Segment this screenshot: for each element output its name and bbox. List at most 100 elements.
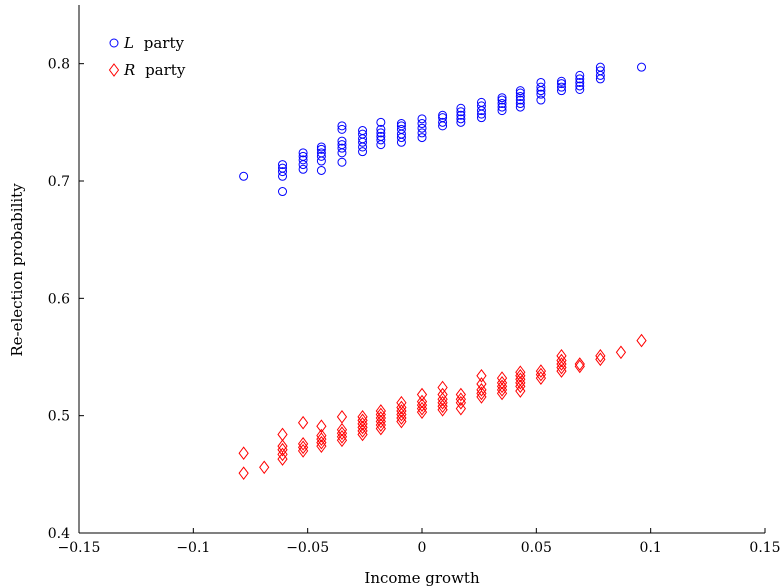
data-point-r-party — [515, 365, 526, 380]
data-point-l-party — [278, 167, 288, 177]
legend-label-r-party: R party — [123, 61, 186, 79]
data-point-r-party — [595, 352, 606, 367]
x-tick-label: 0.1 — [640, 540, 662, 556]
data-point-l-party — [337, 124, 347, 134]
data-point-r-party — [238, 446, 249, 461]
data-point-l-party — [376, 124, 386, 134]
data-point-r-party — [595, 348, 606, 363]
data-point-l-party — [316, 142, 326, 152]
data-point-r-party — [556, 348, 567, 363]
x-tick-label: 0.15 — [749, 540, 780, 556]
data-point-l-party — [536, 82, 546, 92]
x-tick-label: 0.05 — [521, 540, 552, 556]
data-point-r-party — [316, 428, 327, 443]
data-point-l-party — [515, 95, 525, 105]
data-point-r-party — [476, 368, 487, 383]
data-point-l-party — [337, 148, 347, 158]
legend-marker-l-party — [109, 38, 119, 48]
data-point-l-party — [316, 148, 326, 158]
data-point-r-party — [496, 371, 508, 385]
data-point-l-party — [278, 171, 288, 181]
data-point-l-party — [337, 140, 347, 150]
data-point-r-party — [316, 435, 327, 450]
data-point-l-party — [438, 110, 448, 120]
data-point-l-party — [476, 113, 486, 123]
data-point-r-party — [437, 399, 448, 414]
data-point-l-party — [316, 156, 326, 166]
data-point-r-party — [357, 410, 368, 424]
data-point-r-party — [297, 444, 309, 458]
data-point-l-party — [417, 114, 427, 124]
data-point-l-party — [515, 99, 525, 109]
data-point-l-party — [556, 86, 566, 96]
data-point-l-party — [376, 131, 386, 141]
data-point-l-party — [536, 95, 546, 105]
data-point-l-party — [456, 107, 466, 117]
data-point-l-party — [358, 142, 368, 152]
data-point-r-party — [396, 395, 407, 410]
data-point-l-party — [337, 157, 347, 167]
data-point-r-party — [556, 357, 567, 371]
data-point-l-party — [316, 144, 326, 154]
data-point-r-party — [615, 345, 627, 360]
data-point-l-party — [575, 77, 585, 87]
data-point-r-party — [396, 407, 407, 422]
y-ticks: 0.4 0.5 0.6 0.7 0.8 — [48, 57, 84, 542]
y-tick-label: 0.4 — [48, 526, 70, 542]
data-point-r-party — [636, 333, 647, 348]
data-point-r-party — [535, 367, 547, 382]
data-point-r-party — [375, 404, 386, 418]
data-point-l-party — [536, 77, 546, 87]
data-point-l-party — [316, 151, 326, 161]
data-point-l-party — [497, 99, 507, 109]
data-point-l-party — [456, 110, 466, 120]
data-point-r-party — [574, 359, 585, 374]
data-point-l-party — [396, 119, 406, 129]
x-tick-label: 0 — [418, 540, 427, 556]
x-tick-label: −0.15 — [58, 540, 101, 556]
legend-label-r-var: R — [123, 61, 135, 79]
data-point-l-party — [337, 121, 347, 131]
data-point-l-party — [456, 117, 466, 127]
series-l-party — [239, 62, 647, 197]
data-point-l-party — [298, 164, 308, 174]
data-point-l-party — [497, 106, 507, 116]
legend: L party R party — [108, 34, 186, 79]
data-point-r-party — [416, 394, 428, 409]
data-point-r-party — [297, 440, 309, 455]
data-point-l-party — [376, 117, 386, 127]
data-point-l-party — [396, 137, 406, 147]
data-point-r-party — [238, 466, 249, 480]
data-point-l-party — [278, 160, 288, 170]
data-point-l-party — [278, 187, 288, 197]
data-point-r-party — [259, 460, 270, 475]
data-point-l-party — [298, 155, 308, 165]
data-point-l-party — [358, 147, 368, 157]
data-point-l-party — [358, 126, 368, 136]
data-point-r-party — [455, 387, 466, 402]
data-point-l-party — [298, 151, 308, 161]
data-point-l-party — [358, 129, 368, 139]
data-point-r-party — [277, 447, 288, 462]
data-point-r-party — [297, 415, 309, 430]
legend-label-l-party: L party — [123, 34, 184, 52]
data-point-l-party — [337, 143, 347, 153]
data-point-l-party — [396, 121, 406, 131]
data-point-l-party — [515, 88, 525, 98]
y-tick-label: 0.7 — [48, 174, 70, 190]
data-point-r-party — [515, 372, 526, 387]
data-point-l-party — [239, 171, 249, 181]
data-point-l-party — [575, 74, 585, 84]
data-point-l-party — [515, 86, 525, 96]
data-point-r-party — [336, 410, 348, 424]
data-point-l-party — [438, 117, 448, 127]
data-point-l-party — [497, 102, 507, 112]
data-point-r-party — [336, 426, 348, 441]
y-axis-label: Re-election probability — [8, 183, 26, 357]
series-r-party — [238, 333, 647, 480]
data-point-l-party — [556, 76, 566, 86]
data-point-l-party — [396, 124, 406, 134]
data-point-l-party — [515, 102, 525, 112]
x-ticks: −0.15 −0.1 −0.05 0 0.05 0.1 0.15 — [58, 528, 781, 556]
